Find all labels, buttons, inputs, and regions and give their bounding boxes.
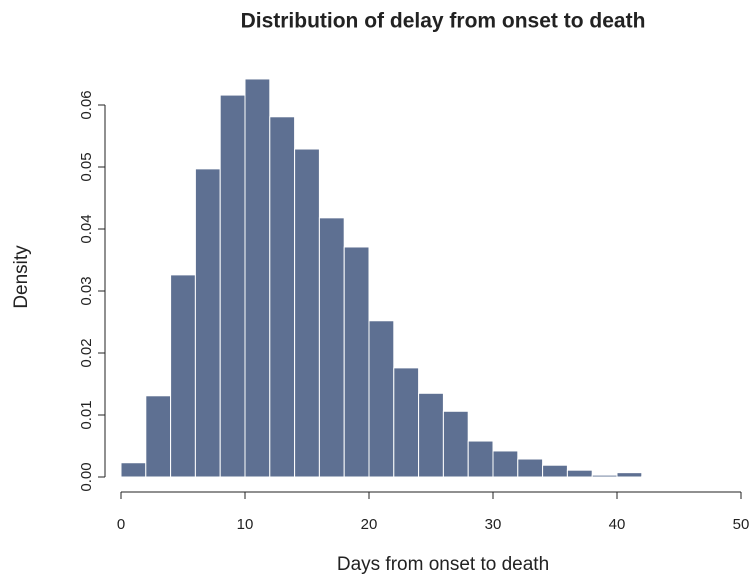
bar	[492, 450, 519, 478]
bar	[318, 217, 345, 478]
y-tick-label: 0.02	[78, 338, 95, 367]
x-tick-label: 0	[117, 516, 125, 533]
y-tick-label: 0.06	[78, 90, 95, 119]
y-tick-label: 0.04	[78, 214, 95, 243]
bar	[368, 320, 395, 478]
bar	[269, 116, 296, 478]
bar	[244, 78, 271, 478]
bar	[145, 395, 172, 478]
x-tick-label: 30	[485, 516, 502, 533]
x-tick-label: 50	[733, 516, 750, 533]
bar	[120, 462, 147, 478]
bar	[641, 475, 668, 478]
bar	[442, 410, 469, 478]
bar	[517, 458, 544, 478]
bar	[219, 94, 246, 478]
y-tick-label: 0.03	[78, 276, 95, 305]
y-tick-label: 0.05	[78, 152, 95, 181]
y-tick-label: 0.00	[78, 462, 95, 491]
y-axis-label: Density	[11, 245, 32, 309]
x-tick-label: 10	[237, 516, 254, 533]
y-tick-label: 0.01	[78, 400, 95, 429]
bar	[343, 246, 370, 478]
bar	[170, 274, 196, 478]
bar	[194, 168, 221, 478]
bar	[591, 474, 618, 478]
bar	[690, 475, 717, 478]
bar	[467, 440, 494, 478]
x-axis-label: Days from onset to death	[337, 554, 549, 575]
bar	[542, 464, 568, 478]
bar	[566, 469, 593, 478]
bar	[616, 472, 643, 478]
bar	[418, 392, 444, 478]
bar	[393, 367, 420, 478]
x-tick-label: 40	[609, 516, 626, 533]
x-tick-label: 20	[361, 516, 378, 533]
chart-title: Distribution of delay from onset to deat…	[241, 10, 646, 33]
bar	[294, 148, 320, 478]
